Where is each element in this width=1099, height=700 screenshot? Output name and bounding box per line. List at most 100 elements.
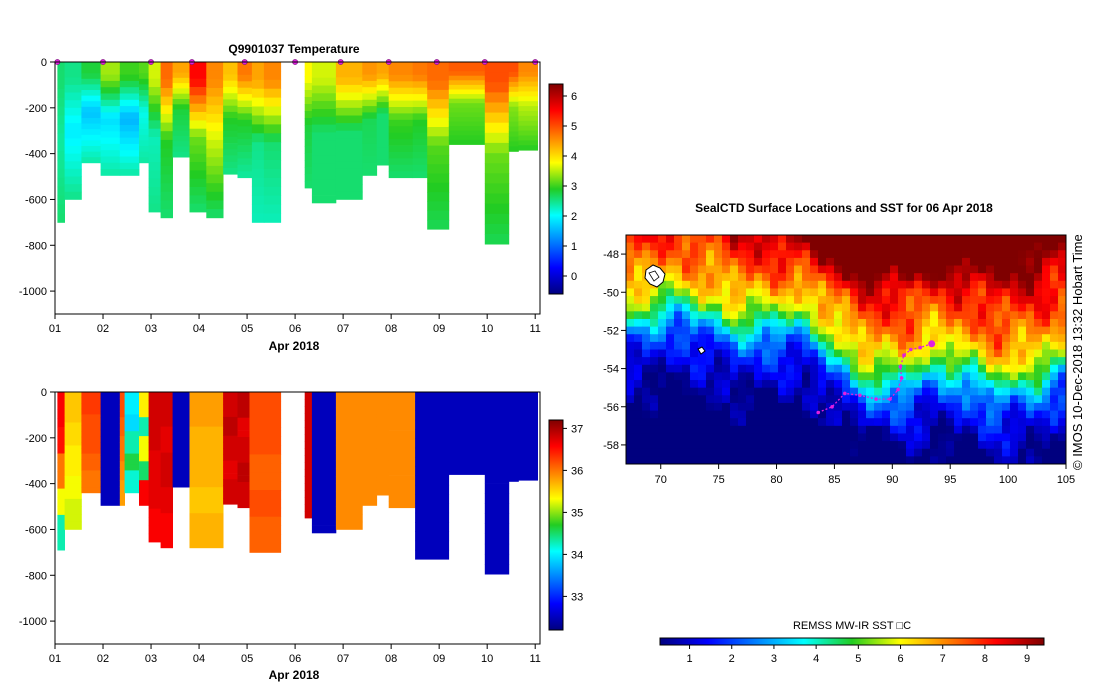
sst-cell: [1058, 296, 1067, 305]
sst-cell: [970, 257, 979, 267]
section-cell: [412, 107, 428, 114]
sst-cell: [962, 326, 971, 335]
section-cell: [251, 177, 265, 188]
sst-cell: [722, 448, 731, 457]
sst-cell: [794, 334, 803, 343]
sst-cell: [930, 242, 939, 251]
sst-cell: [930, 372, 939, 381]
sst-cell: [890, 311, 899, 320]
sst-cell: [706, 425, 715, 434]
sst-cell: [642, 349, 651, 358]
section-cell: [388, 171, 414, 179]
sst-cell: [738, 273, 747, 282]
sst-cell: [914, 372, 923, 381]
sst-cell: [658, 334, 667, 343]
section-cell: [223, 68, 238, 75]
section-cell: [518, 120, 538, 127]
sst-cell: [882, 410, 891, 419]
section-cell: [362, 461, 378, 468]
section-cell: [362, 455, 378, 462]
sst-cell: [930, 402, 939, 412]
sst-cell: [650, 425, 659, 434]
sst-cell: [890, 273, 899, 282]
section-cell: [484, 392, 510, 403]
sst-cell: [682, 387, 691, 396]
sst-cell: [674, 318, 683, 328]
sst-cell: [666, 334, 675, 343]
section-cell: [508, 81, 519, 88]
sst-cell: [834, 280, 843, 289]
sst-cell: [666, 250, 675, 259]
section-cell: [251, 62, 265, 72]
sst-cell: [962, 341, 971, 350]
section-cell: [119, 480, 125, 487]
colorbar-tick-label: 37: [571, 423, 583, 435]
section-cell: [311, 470, 337, 479]
section-cell: [508, 446, 519, 452]
sst-cell: [794, 288, 803, 297]
sst-cell: [962, 425, 971, 434]
section-cell: [237, 74, 253, 82]
section-cell: [484, 62, 510, 73]
sst-cell: [938, 372, 947, 381]
sst-cell: [906, 410, 915, 419]
sst-cell: [706, 242, 715, 251]
section-cell: [376, 420, 390, 427]
sst-cell: [994, 311, 1003, 320]
sst-colorbar-tick-label: 3: [771, 653, 777, 665]
section-cell: [508, 476, 519, 482]
section-cell: [388, 126, 414, 134]
sst-cell: [890, 235, 899, 244]
sst-cell: [1002, 357, 1011, 366]
sst-cell: [930, 235, 939, 244]
sst-cell: [706, 250, 715, 259]
sst-cell: [826, 395, 835, 404]
sst-cell: [930, 257, 939, 267]
section-cell: [172, 151, 190, 158]
sst-cell: [890, 318, 899, 328]
sst-cell: [738, 280, 747, 289]
sst-cell: [698, 242, 707, 251]
sst-cell: [714, 334, 723, 343]
sst-cell: [746, 242, 755, 251]
sst-cell: [634, 273, 643, 282]
section-cell: [148, 425, 161, 434]
section-cell: [518, 470, 538, 476]
sst-cell: [978, 250, 987, 259]
section-cell: [160, 191, 173, 201]
section-cell: [388, 139, 414, 146]
sst-cell: [866, 288, 875, 297]
section-cell: [518, 125, 538, 131]
sst-cell: [1058, 250, 1067, 259]
sst-cell: [810, 318, 819, 328]
sst-cell: [1010, 257, 1019, 267]
sst-cell: [850, 364, 859, 373]
section-cell: [148, 120, 161, 130]
sst-cell: [746, 364, 755, 373]
sst-cell: [730, 425, 739, 434]
section-cell: [206, 200, 224, 210]
section-cell: [484, 553, 510, 565]
sst-cell: [810, 418, 819, 427]
section-cell: [448, 460, 486, 466]
x-tick-label: 05: [241, 323, 253, 335]
section-cell: [311, 399, 337, 408]
sst-cell: [922, 448, 931, 457]
section-cell: [362, 68, 378, 75]
section-cell: [81, 436, 101, 443]
sst-cell: [954, 265, 963, 274]
sst-cell: [722, 410, 731, 419]
section-cell: [388, 424, 416, 431]
section-cell: [335, 460, 363, 469]
sst-cell: [626, 395, 635, 404]
section-cell: [119, 429, 125, 437]
sst-cell: [930, 395, 939, 404]
sst-cell: [634, 250, 643, 259]
sst-cell: [922, 441, 931, 450]
sst-cell: [914, 395, 923, 404]
sst-cell: [762, 242, 771, 251]
sst-cell: [1058, 311, 1067, 320]
sst-cell: [818, 265, 827, 274]
section-cell: [100, 436, 121, 443]
sst-cell: [858, 441, 867, 450]
